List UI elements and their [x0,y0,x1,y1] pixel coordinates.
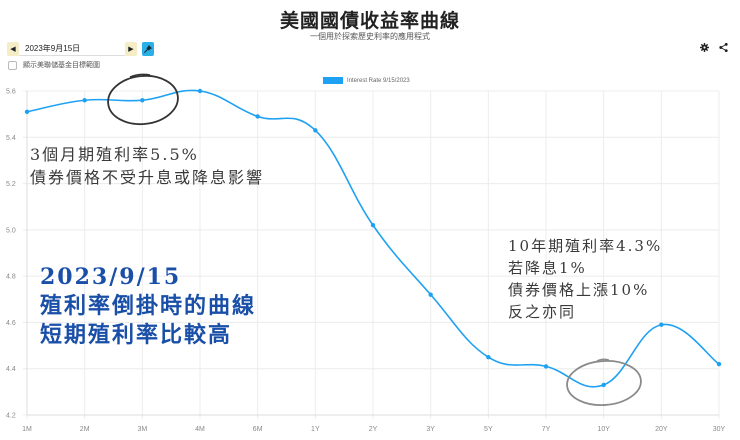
annotation-line: 殖利率倒掛時的曲線 [40,293,257,319]
y-tick-label: 5.4 [6,135,16,142]
next-date-button[interactable]: ▶ [125,42,137,56]
data-point[interactable] [82,98,87,103]
annotation-line: 2023/9/15 [40,264,182,290]
x-tick-label: 2Y [369,426,378,433]
date-input[interactable]: 2023年9月15日 [19,42,125,56]
legend-swatch [323,77,343,84]
caret-right-icon: ▶ [128,46,134,53]
x-tick-label: 7Y [542,426,551,433]
x-tick-label: 20Y [655,426,668,433]
page-subtitle: 一個用於探索歷史利率的應用程式 [310,32,430,41]
highlight-circle-3m-tail [129,73,151,78]
highlight-circle-10y-tail [596,358,610,362]
data-point[interactable] [313,128,318,133]
data-point[interactable] [659,322,664,327]
data-points [24,88,722,388]
highlight-circle-10y [566,360,642,406]
data-point[interactable] [543,364,549,369]
annotation-line: 若降息1% [508,259,587,277]
data-point[interactable] [428,292,433,297]
data-point[interactable] [24,109,30,115]
annotation-line: 反之亦同 [508,303,577,321]
fed-target-checkbox[interactable] [8,60,17,70]
annotation-line: 債券價格不受升息或降息影響 [30,168,265,187]
fed-target-toggle[interactable]: 顯示美聯儲基金目標範圍 [8,60,100,70]
x-axis: 1M 2M 3M 4M 6M 1Y 2Y 3Y 5Y 7Y 10Y 20Y 30Y [22,426,725,433]
y-tick-label: 4.4 [6,366,16,373]
data-point[interactable] [716,361,722,367]
page-title: 美國國債收益率曲線 [279,11,460,32]
legend-label: Interest Rate 9/15/2023 [347,77,410,84]
y-tick-label: 4.6 [6,320,16,327]
annotation-3m: 3個月期殖利率5.5% 債券價格不受升息或降息影響 [30,143,264,189]
data-point[interactable] [486,354,491,360]
date-selector: ◀ 2023年9月15日 ▶ [7,42,154,56]
toolbar-icons [700,43,728,52]
data-point[interactable] [370,223,376,228]
y-tick-label: 4.8 [6,274,16,281]
x-tick-label: 5Y [484,426,493,433]
y-tick-label: 5.0 [6,227,16,234]
y-tick-label: 4.2 [6,413,16,420]
x-tick-label: 30Y [713,426,726,433]
x-tick-label: 3M [137,426,147,433]
x-tick-label: 1Y [311,426,320,433]
chart-legend[interactable]: Interest Rate 9/15/2023 [323,77,410,84]
annotation-10y: 10年期殖利率4.3% 若降息1% 債券價格上漲10% 反之亦同 [508,235,662,323]
data-point[interactable] [140,98,145,103]
y-tick-label: 5.2 [6,181,16,188]
x-tick-label: 2M [80,426,90,433]
caret-left-icon: ◀ [10,46,16,53]
annotation-line: 3個月期殖利率5.5% [30,145,199,164]
data-point[interactable] [197,88,203,94]
pin-button[interactable] [142,42,154,56]
annotation-line: 債券價格上漲10% [508,281,650,299]
annotation-line: 短期殖利率比較高 [40,322,233,348]
data-point[interactable] [255,114,260,119]
pin-icon [144,45,152,53]
annotation-line: 10年期殖利率4.3% [508,237,663,255]
y-axis: 5.6 5.4 5.2 5.0 4.8 4.6 4.4 4.2 [6,89,16,420]
highlight-circle-3m [107,74,179,126]
data-point[interactable] [601,382,606,388]
fed-target-label: 顯示美聯儲基金目標範圍 [23,62,100,69]
x-tick-label: 1M [22,426,32,433]
share-icon[interactable] [719,43,728,52]
annotation-inversion: 2023/9/15 殖利率倒掛時的曲線 短期殖利率比較高 [40,263,256,350]
x-tick-label: 10Y [597,426,610,433]
prev-date-button[interactable]: ◀ [7,42,19,56]
x-tick-label: 6M [253,426,263,433]
x-tick-label: 4M [195,426,205,433]
y-tick-label: 5.6 [6,89,16,96]
gear-icon[interactable] [700,43,709,52]
x-tick-label: 3Y [426,426,435,433]
